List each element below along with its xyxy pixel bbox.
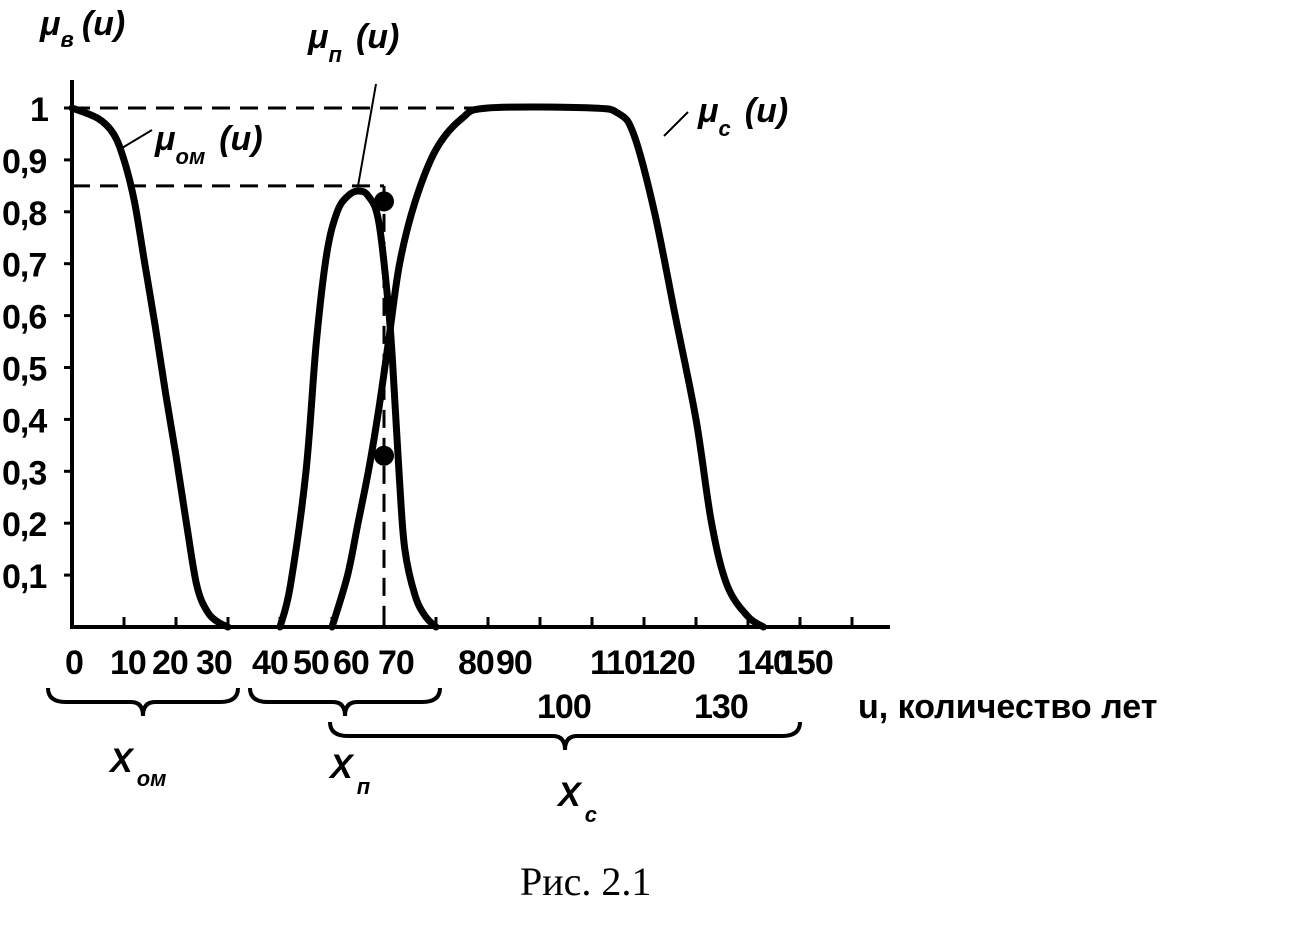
x-axis-label: u, количество лет [858,688,1157,726]
x-tick-label: 120 [641,644,695,682]
marked-point [374,445,394,466]
x-tick-label: 140 [737,644,791,682]
x-tick-label: 10 [110,644,146,682]
y-tick-marks: 0,1 0,2 0,3 0,4 0,5 0,6 0,7 0,8 0,9 1 [2,91,74,596]
y-tick-label: 1 [30,91,48,129]
brace-с [328,721,802,751]
marked-point [374,191,394,212]
series-label-c-leader [663,111,689,137]
y-tick-label: 0,8 [2,195,46,233]
x-tick-label: 80 [458,644,494,682]
figure-caption: Рис. 2.1 [520,859,651,904]
series-label-p: μп (u) [307,18,399,67]
marked-points [374,191,394,466]
x-tick-label: 110 [590,644,642,682]
y-tick-label: 0,4 [2,402,47,440]
x-tick-label-lower: 100 [537,688,591,726]
brace-label-p: Xп [328,748,371,799]
y-tick-label: 0,9 [2,143,46,181]
x-tick-label-lower: 130 [694,688,748,726]
series-label-om: μом (u) [154,120,263,169]
brace-ом [46,687,240,717]
y-tick-label: 0,2 [2,506,46,544]
y-tick-label: 0,7 [2,247,46,285]
y-tick-label: 0,1 [2,558,46,596]
series-label-p-leader [357,83,377,187]
curve-mu-p [276,187,440,631]
x-tick-label: 70 [378,644,414,682]
y-axis-label: μв (u) [39,5,125,52]
curve-mu-c [328,103,768,631]
x-tick-label: 50 [293,644,329,682]
y-tick-label: 0,6 [2,299,46,337]
series-label-c: μс (u) [697,92,788,141]
x-tick-label: 40 [252,644,288,682]
range-braces [46,687,802,751]
x-tick-label: 0 [65,644,83,682]
x-tick-label: 60 [333,644,369,682]
brace-label-c: Xс [556,776,597,827]
series-curves [68,103,768,631]
x-tick-label: 150 [779,644,833,682]
y-tick-label: 0,3 [2,454,46,492]
series-label-om-leader [121,129,153,149]
curve-mu-om [68,104,232,631]
x-tick-label: 90 [496,644,532,682]
x-tick-label: 30 [196,644,232,682]
y-tick-label: 0,5 [2,351,46,389]
brace-п [248,687,442,717]
x-tick-label: 20 [152,644,188,682]
